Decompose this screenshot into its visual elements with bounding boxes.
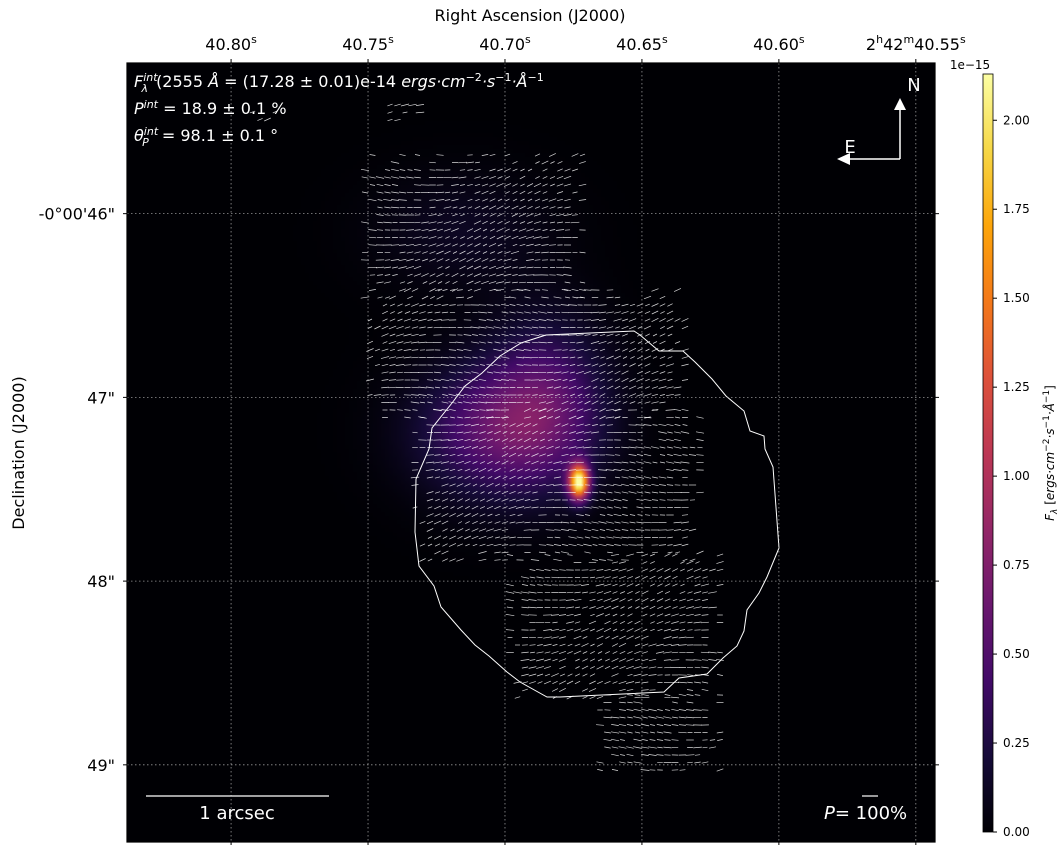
colorbar-tick-label: 1.50 <box>1003 291 1030 305</box>
compass-east-label: E <box>844 137 855 158</box>
x-tick-label: 40.60s <box>753 33 805 54</box>
compass-north-label: N <box>907 75 920 96</box>
colorbar-tick-label: 0.50 <box>1003 647 1030 661</box>
colorbar-tick-label: 1.25 <box>1003 380 1030 394</box>
y-tick-label: 47" <box>87 388 115 407</box>
x-tick-label: 40.80s <box>205 33 257 54</box>
x-axis-label: Right Ascension (J2000) <box>435 6 626 25</box>
scale-bar-label: 1 arcsec <box>199 803 274 824</box>
y-tick-label: -0°00'46" <box>39 205 115 224</box>
colorbar-tick-label: 2.00 <box>1003 113 1030 127</box>
colorbar-tick-label: 0.75 <box>1003 558 1030 572</box>
x-tick-label: 2h42m40.55s <box>866 33 966 54</box>
colorbar-tick-label: 0.25 <box>1003 736 1030 750</box>
vector-scale-label: P= 100% <box>824 803 907 824</box>
colorbar-label: Fλ [ergs·cm−2·s−1·Å−1] <box>1042 385 1060 521</box>
y-tick-label: 48" <box>87 572 115 591</box>
colorbar-offset-label: 1e−15 <box>950 58 990 72</box>
colorbar-tick-label: 0.00 <box>1003 825 1030 839</box>
y-tick-label: 49" <box>87 756 115 775</box>
flux-heatmap <box>127 63 935 842</box>
colorbar-tick-label: 1.00 <box>1003 469 1030 483</box>
colorbar-ticks: 0.00 0.25 0.50 0.75 1.00 1.25 1.50 1.75 2.00 <box>993 113 1030 839</box>
colorbar-tick-label: 1.75 <box>1003 202 1030 216</box>
flux-value: = (17.28 ± 0.01)e-14 <box>219 72 401 91</box>
colorbar <box>983 74 993 832</box>
x-tick-label: 40.65s <box>616 33 668 54</box>
y-axis-label: Declination (J2000) <box>9 376 28 529</box>
x-tick-label: 40.75s <box>342 33 394 54</box>
x-tick-label: 40.70s <box>479 33 531 54</box>
